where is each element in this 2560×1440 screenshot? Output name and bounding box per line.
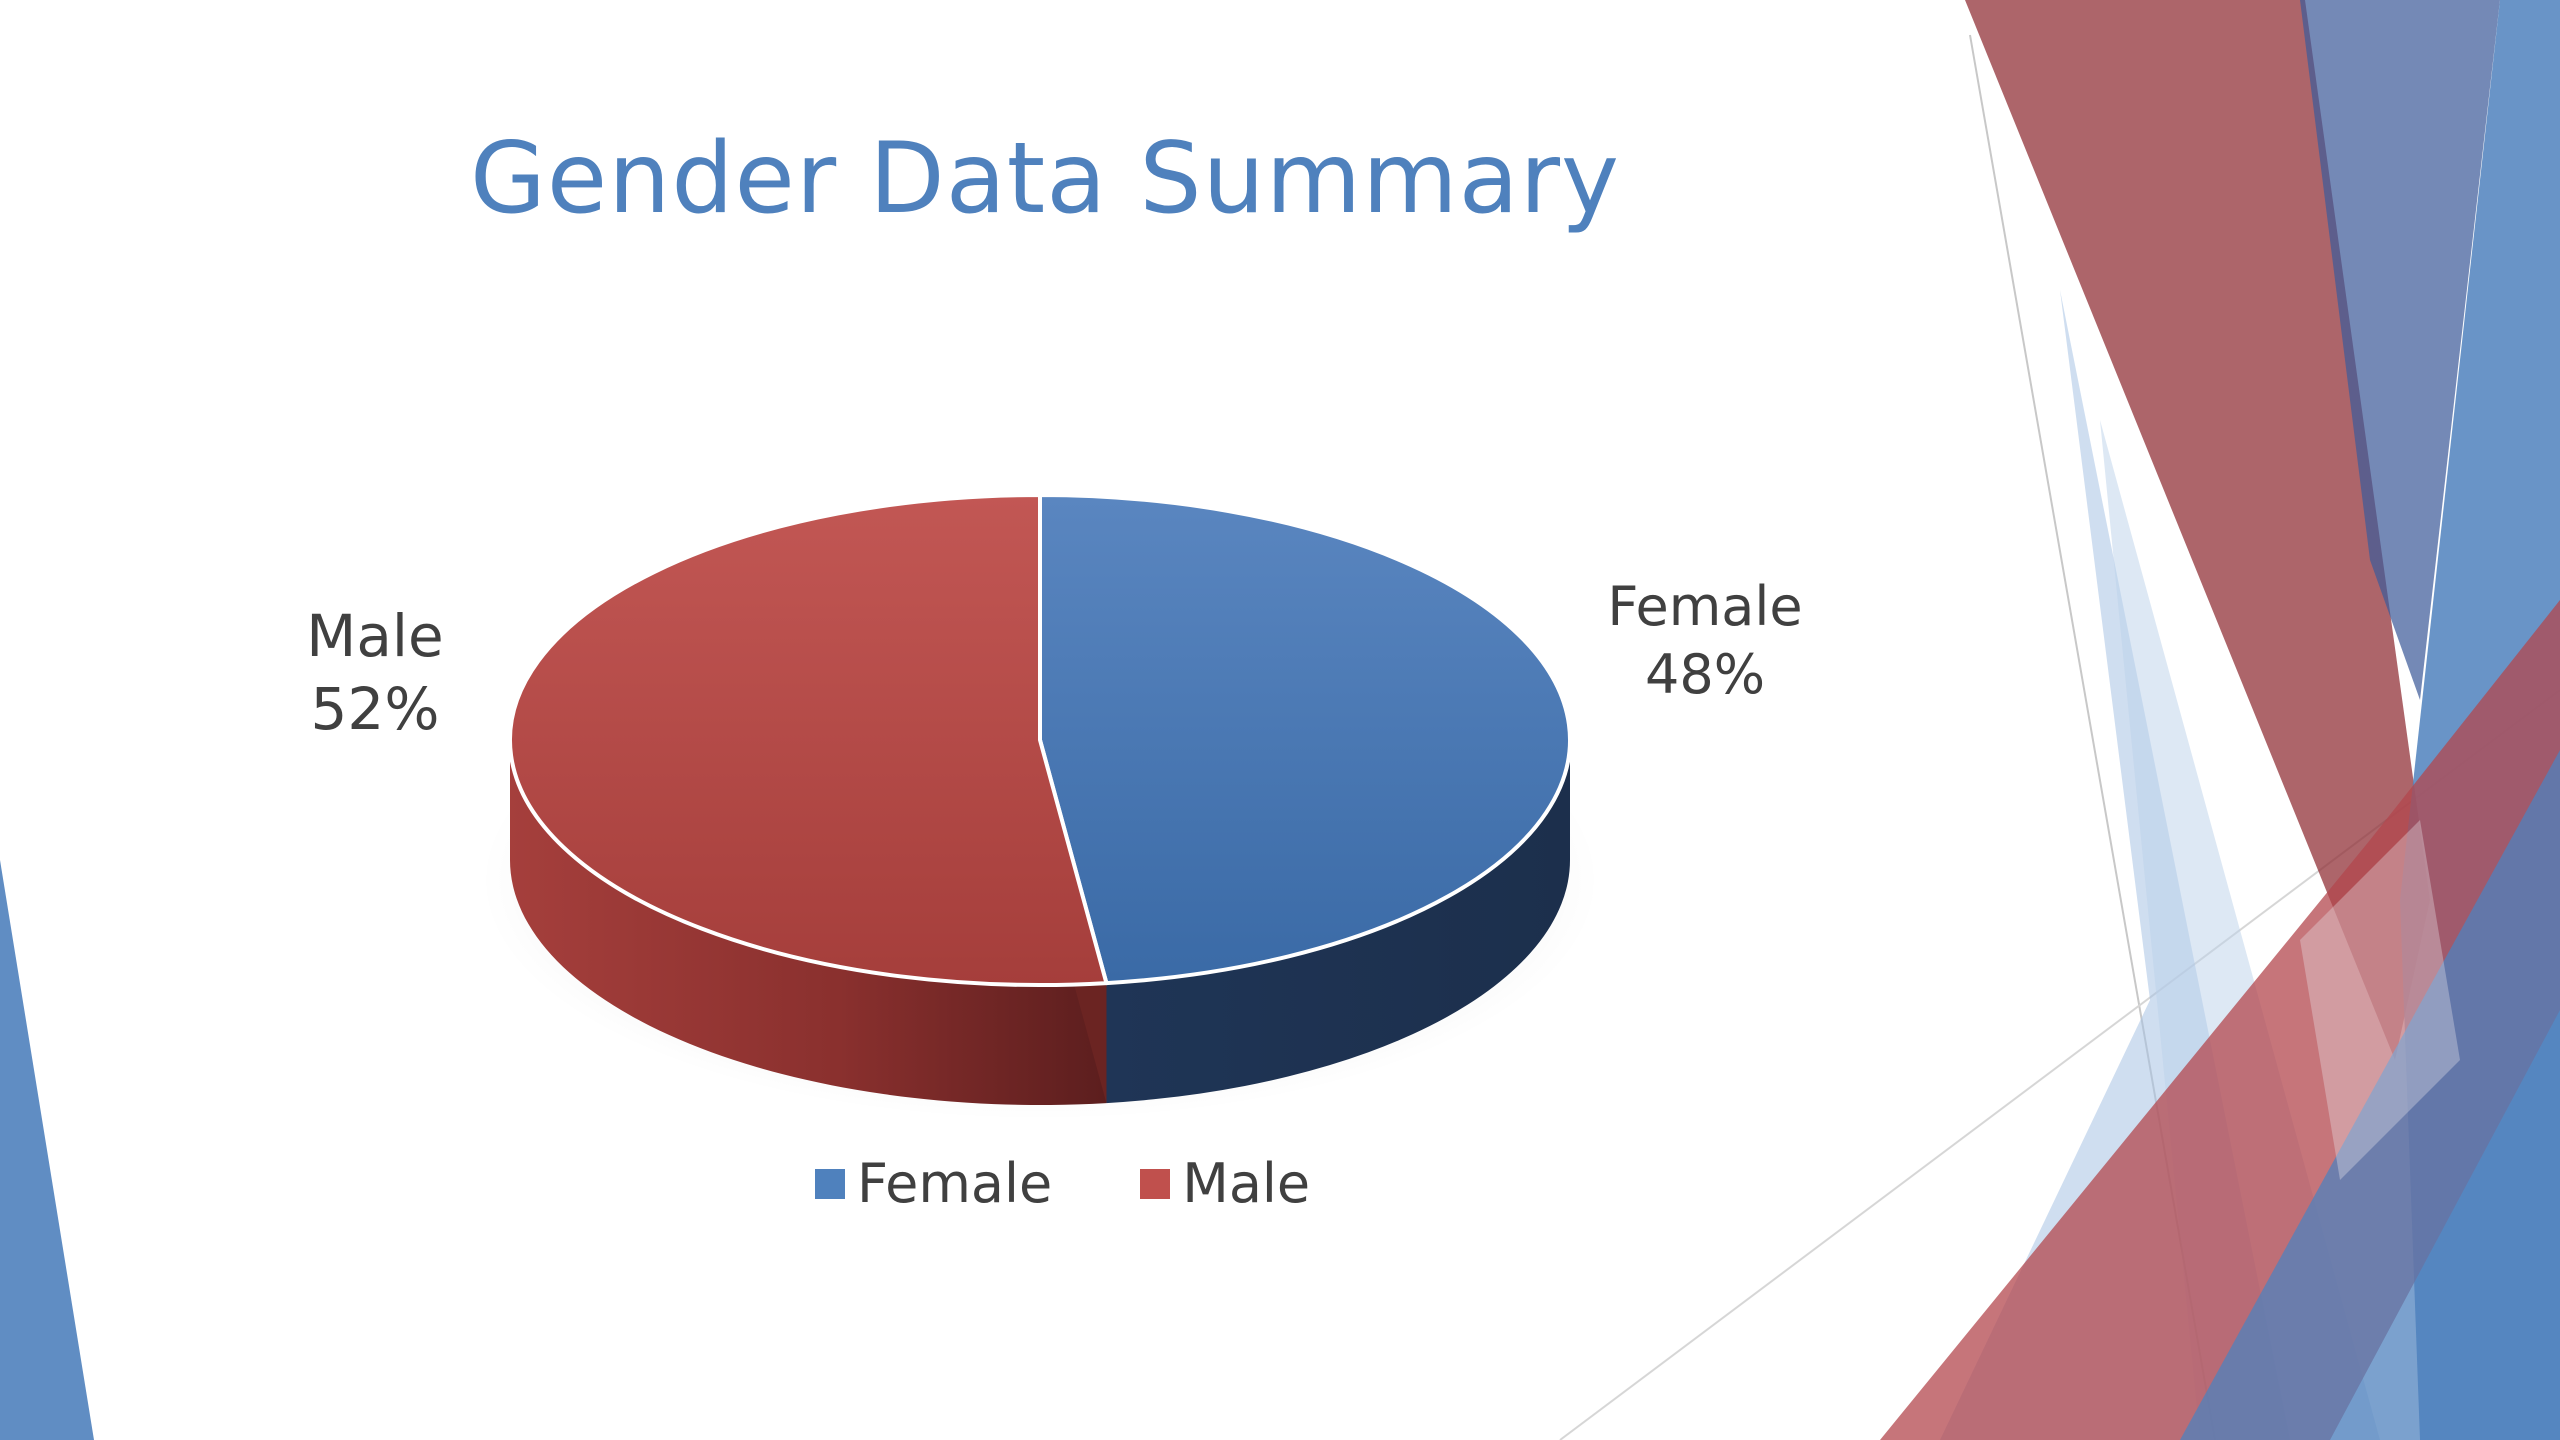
pie-slice-male — [508, 493, 1109, 987]
data-label-female-category: Female — [1607, 575, 1803, 638]
data-label-female-value: 48% — [1644, 642, 1766, 706]
decor-overlap-highlight — [2300, 820, 2460, 1180]
decor-band-blue-top — [2300, 0, 2500, 700]
chart-legend: Female Male — [815, 1152, 1398, 1215]
decor-left-sliver — [0, 860, 94, 1440]
data-label-male-category: Male — [306, 602, 444, 670]
decor-band-red-top — [1965, 0, 2430, 1060]
legend-label-male: Male — [1182, 1152, 1311, 1215]
data-label-male-value: 52% — [310, 674, 440, 743]
legend-item-male: Male — [1140, 1152, 1310, 1215]
legend-label-female: Female — [857, 1152, 1053, 1215]
decor-band-blue-bottom — [2180, 750, 2560, 1440]
legend-swatch-male — [1140, 1168, 1171, 1199]
legend-item-female: Female — [815, 1152, 1052, 1215]
pie-tops — [508, 493, 1572, 987]
legend-swatch-female — [815, 1168, 845, 1199]
pie-side-male — [510, 740, 1107, 1105]
pie-slice-female — [1038, 493, 1572, 986]
data-label-male: Male 52% — [265, 600, 485, 745]
slide-title: Gender Data Summary — [469, 122, 1621, 236]
data-label-female: Female 48% — [1580, 573, 1830, 708]
pie-side-female — [1106, 740, 1570, 1104]
